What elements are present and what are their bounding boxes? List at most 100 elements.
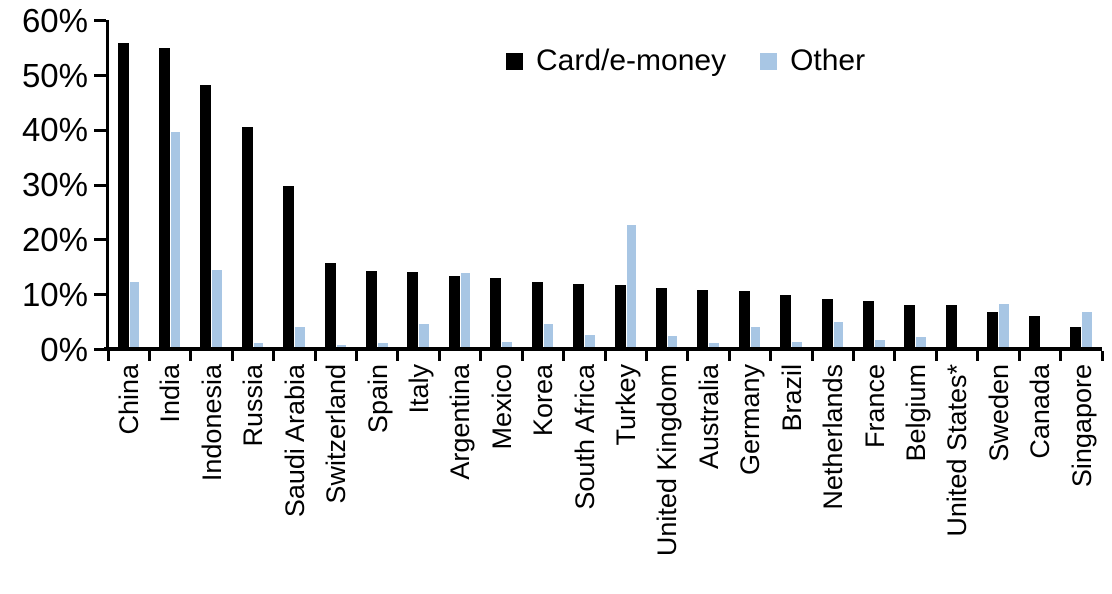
bar-other: [709, 342, 719, 350]
bar-card-e-money: [158, 48, 170, 350]
y-axis-tick-label: 50%: [21, 56, 88, 94]
y-axis-tick-label: 60%: [21, 1, 88, 39]
x-axis-tick: [189, 351, 193, 361]
x-axis-tick: [479, 351, 483, 361]
x-axis-label: Singapore: [1066, 364, 1097, 488]
x-axis-tick: [686, 351, 690, 361]
y-axis-tick: [94, 19, 106, 23]
bar-other: [626, 225, 637, 350]
x-axis-label: China: [114, 364, 144, 435]
x-axis-label: Argentina: [445, 364, 476, 480]
x-axis-label: Russia: [238, 364, 269, 447]
x-axis-tick: [230, 351, 234, 361]
x-axis-label: Spain: [362, 364, 393, 434]
x-axis-label: Italy: [403, 364, 434, 414]
x-axis-label: United Kingdom: [652, 364, 683, 557]
y-axis-tick-label: 10%: [21, 275, 88, 313]
bar-card-e-money: [573, 284, 585, 350]
x-axis-tick: [520, 351, 524, 361]
bar-card-e-money: [945, 305, 957, 350]
legend-item-card-e-money: Card/e-money: [506, 45, 726, 77]
legend-label-other: Other: [790, 44, 866, 77]
bar-card-e-money: [821, 298, 833, 350]
y-axis-tick: [94, 293, 106, 297]
bar-other: [792, 342, 802, 350]
bar-other: [170, 131, 181, 350]
x-axis-label: Korea: [528, 364, 559, 437]
bar-other: [419, 323, 429, 350]
x-axis-tick: [147, 351, 151, 361]
y-axis-tick: [94, 183, 106, 187]
x-axis-tick: [562, 351, 566, 361]
bar-other: [916, 337, 926, 350]
x-axis-tick: [810, 351, 814, 361]
bar-other: [543, 323, 554, 350]
legend: Card/e-money Other: [506, 45, 865, 77]
x-axis-tick: [1100, 351, 1104, 361]
bar-other: [129, 281, 139, 350]
x-axis-label: Indonesia: [196, 364, 227, 482]
bar-card-e-money: [531, 281, 543, 350]
bar-card-e-money: [1070, 327, 1082, 350]
bar-other: [212, 270, 222, 350]
bar-card-e-money: [697, 289, 709, 350]
x-axis-tick: [1059, 351, 1063, 361]
x-axis-tick: [934, 351, 938, 361]
x-axis-tick: [1017, 351, 1021, 361]
x-axis-line: [104, 347, 1102, 351]
x-axis-label: Mexico: [486, 364, 517, 450]
y-axis-tick-label: 40%: [21, 111, 88, 149]
y-axis-tick-label: 20%: [21, 220, 88, 258]
bar-other: [295, 327, 305, 350]
x-axis-tick: [437, 351, 441, 361]
bar-other: [585, 335, 595, 350]
y-axis-tick: [94, 74, 106, 77]
bar-card-e-money: [448, 275, 460, 350]
bar-card-e-money: [738, 290, 750, 350]
x-axis-label: Germany: [735, 364, 766, 476]
x-axis-tick: [976, 351, 980, 361]
bar-card-e-money: [780, 294, 792, 350]
bar-card-e-money: [366, 270, 378, 350]
bar-other: [750, 327, 761, 350]
bar-other: [875, 340, 885, 350]
x-axis-label: United States*: [942, 364, 973, 537]
bar-card-e-money: [904, 304, 916, 350]
x-axis-tick: [313, 351, 317, 361]
y-axis-line: [106, 20, 109, 351]
x-axis-label: South Africa: [569, 364, 600, 510]
bar-card-e-money: [490, 278, 502, 350]
x-axis-label: Turkey: [611, 364, 642, 446]
x-axis-tick: [106, 351, 110, 361]
x-axis-tick: [769, 351, 773, 361]
bar-card-e-money: [407, 271, 419, 350]
legend-label-card-e-money: Card/e-money: [536, 44, 727, 77]
bar-card-e-money: [655, 288, 667, 350]
bar-card-e-money: [241, 127, 253, 350]
card-e-money-swatch-icon: [506, 52, 523, 70]
x-axis-label: Saudi Arabia: [279, 364, 310, 518]
bar-card-e-money: [1028, 315, 1040, 350]
bar-other: [253, 342, 264, 350]
other-swatch-icon: [760, 52, 778, 70]
bar-other: [1082, 312, 1092, 350]
bar-other: [667, 336, 678, 350]
x-axis-label: Canada: [1025, 364, 1056, 459]
x-axis-tick: [852, 351, 856, 361]
bar-other: [502, 341, 512, 350]
x-axis-label: Netherlands: [818, 364, 849, 510]
bar-card-e-money: [117, 42, 129, 350]
bar-card-e-money: [987, 312, 999, 350]
x-axis-tick: [893, 351, 897, 361]
y-axis-tick-label: 0%: [40, 330, 88, 368]
x-axis-label: France: [859, 364, 890, 449]
x-axis-tick: [603, 351, 607, 361]
x-axis-tick: [727, 351, 731, 361]
x-axis-label: Switzerland: [321, 364, 352, 504]
bar-other: [999, 304, 1009, 350]
y-axis-tick-label: 30%: [21, 166, 88, 204]
y-axis-tick: [94, 348, 106, 351]
x-axis-label: Sweden: [983, 364, 1014, 462]
bar-card-e-money: [283, 185, 295, 350]
